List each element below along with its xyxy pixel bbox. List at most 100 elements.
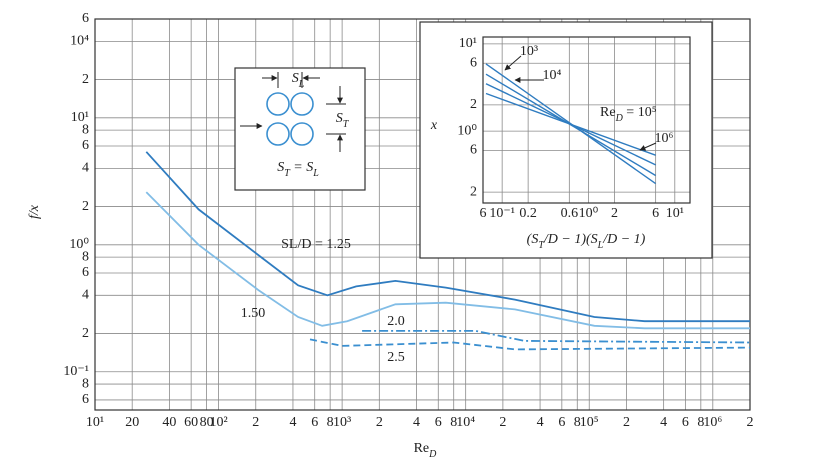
inset-x-label-part: (S xyxy=(527,232,539,247)
inset-x-label: (ST/D − 1)(SL/D − 1) xyxy=(527,232,646,251)
x-tick-label: 10² xyxy=(209,415,227,430)
x-tick-label: 6 xyxy=(435,415,442,430)
label-arrow xyxy=(639,142,657,151)
x-tick-label: 4 xyxy=(289,415,296,430)
curve-label: 2.5 xyxy=(387,350,405,365)
x-tick-label: 2 xyxy=(499,415,506,430)
inset-series-label: 10⁴ xyxy=(543,68,562,83)
y-tick-label: 2 xyxy=(82,72,89,87)
x-tick-label: 4 xyxy=(660,415,667,430)
y-tick-label: 6 xyxy=(82,392,89,407)
x-tick-label: 8 xyxy=(450,415,457,430)
y-tick-label: 6 xyxy=(82,138,89,153)
x-tick-label: 6 xyxy=(480,206,487,221)
y-tick-label: 8 xyxy=(82,122,89,137)
x-tick-label: 10⁴ xyxy=(456,415,475,430)
y-tick-label: 4 xyxy=(82,288,89,303)
x-tick-label: 10⁰ xyxy=(579,206,599,221)
x-tick-label: 10⁻¹ xyxy=(489,206,515,221)
series-line xyxy=(309,338,751,351)
inset-series-label: 10⁶ xyxy=(655,131,674,146)
diagram-label-part: L xyxy=(298,79,305,90)
plot-frame xyxy=(482,36,691,204)
x-tick-label: 0.6 xyxy=(561,206,579,221)
series-line xyxy=(145,191,750,330)
y-tick-label: 10⁰ xyxy=(457,123,477,138)
series-line xyxy=(362,330,751,344)
x-tick-label: 8 xyxy=(697,415,704,430)
diagram-box xyxy=(234,67,366,191)
tube xyxy=(290,92,314,116)
x-tick-label: 10¹ xyxy=(86,415,104,430)
y-tick-label: 6 xyxy=(470,55,477,70)
y-tick-label: 6 xyxy=(82,265,89,280)
x-tick-label: 8 xyxy=(574,415,581,430)
y-tick-label: 10¹ xyxy=(459,36,477,51)
plot-frame xyxy=(94,18,751,411)
x-tick-label: 2 xyxy=(747,415,754,430)
x-tick-label: 6 xyxy=(682,415,689,430)
x-tick-label: 40 xyxy=(162,415,176,430)
y-tick-label: 6 xyxy=(82,11,89,26)
inset-x-label-part: /D − 1)(S xyxy=(543,232,598,247)
inset-y-label: x xyxy=(430,118,438,133)
inset-annotation-part: = 10⁵ xyxy=(623,105,657,120)
x-tick-label: 80 xyxy=(200,415,214,430)
x-tick-label: 10⁶ xyxy=(703,415,722,430)
diagram-label: SL xyxy=(292,71,305,90)
x-tick-label: 10¹ xyxy=(666,206,684,221)
tube xyxy=(266,122,290,146)
x-tick-label: 20 xyxy=(125,415,139,430)
diagram-label-part: T xyxy=(284,168,291,179)
y-tick-label: 10⁰ xyxy=(69,237,89,252)
x-axis-label-part: Re xyxy=(414,441,430,456)
x-tick-label: 60 xyxy=(184,415,198,430)
x-tick-label: 4 xyxy=(413,415,420,430)
tube xyxy=(290,122,314,146)
x-tick-label: 2 xyxy=(611,206,618,221)
x-tick-label: 10⁵ xyxy=(580,415,599,430)
x-tick-label: 2 xyxy=(623,415,630,430)
tube xyxy=(266,92,290,116)
inset-x-label-part: L xyxy=(597,240,604,251)
y-tick-label: 2 xyxy=(470,97,477,112)
y-tick-label: 2 xyxy=(470,184,477,199)
x-tick-label: 0.2 xyxy=(519,206,537,221)
diagram-label: ST = SL xyxy=(277,160,319,179)
series-line xyxy=(145,151,750,323)
y-tick-label: 8 xyxy=(82,249,89,264)
curve-label: 1.50 xyxy=(241,306,266,321)
y-tick-label: 6 xyxy=(470,143,477,158)
x-axis-label: ReD xyxy=(414,441,438,460)
diagram-label-part: T xyxy=(343,119,350,130)
inset-x-label-part: T xyxy=(538,240,545,251)
y-tick-label: 2 xyxy=(82,326,89,341)
diagram-label: ST xyxy=(336,111,350,130)
y-tick-label: 10⁴ xyxy=(70,34,89,49)
inset-annotation-part: D xyxy=(615,113,624,124)
diagram-label-part: = S xyxy=(290,160,313,175)
inset-annotation: ReD = 10⁵ xyxy=(600,105,657,124)
x-tick-label: 2 xyxy=(376,415,383,430)
y-tick-label: 8 xyxy=(82,376,89,391)
y-axis-label: f/x xyxy=(27,204,42,219)
y-tick-label: 10¹ xyxy=(71,110,89,125)
x-tick-label: 6 xyxy=(558,415,565,430)
x-tick-label: 2 xyxy=(252,415,259,430)
x-axis-label-part: D xyxy=(428,449,437,460)
x-tick-label: 8 xyxy=(327,415,334,430)
label-arrow xyxy=(504,55,522,71)
x-tick-label: 10³ xyxy=(333,415,351,430)
inset-annotation-part: Re xyxy=(600,105,616,120)
x-tick-label: 6 xyxy=(311,415,318,430)
diagram-label-part: S xyxy=(336,111,343,126)
inset-series-label: 10³ xyxy=(520,44,538,59)
y-tick-label: 10⁻¹ xyxy=(63,364,89,379)
inset-x-label-part: /D − 1) xyxy=(602,232,645,247)
y-tick-label: 2 xyxy=(82,199,89,214)
curve-label: SL/D = 1.25 xyxy=(281,237,351,252)
series-line xyxy=(485,92,656,156)
